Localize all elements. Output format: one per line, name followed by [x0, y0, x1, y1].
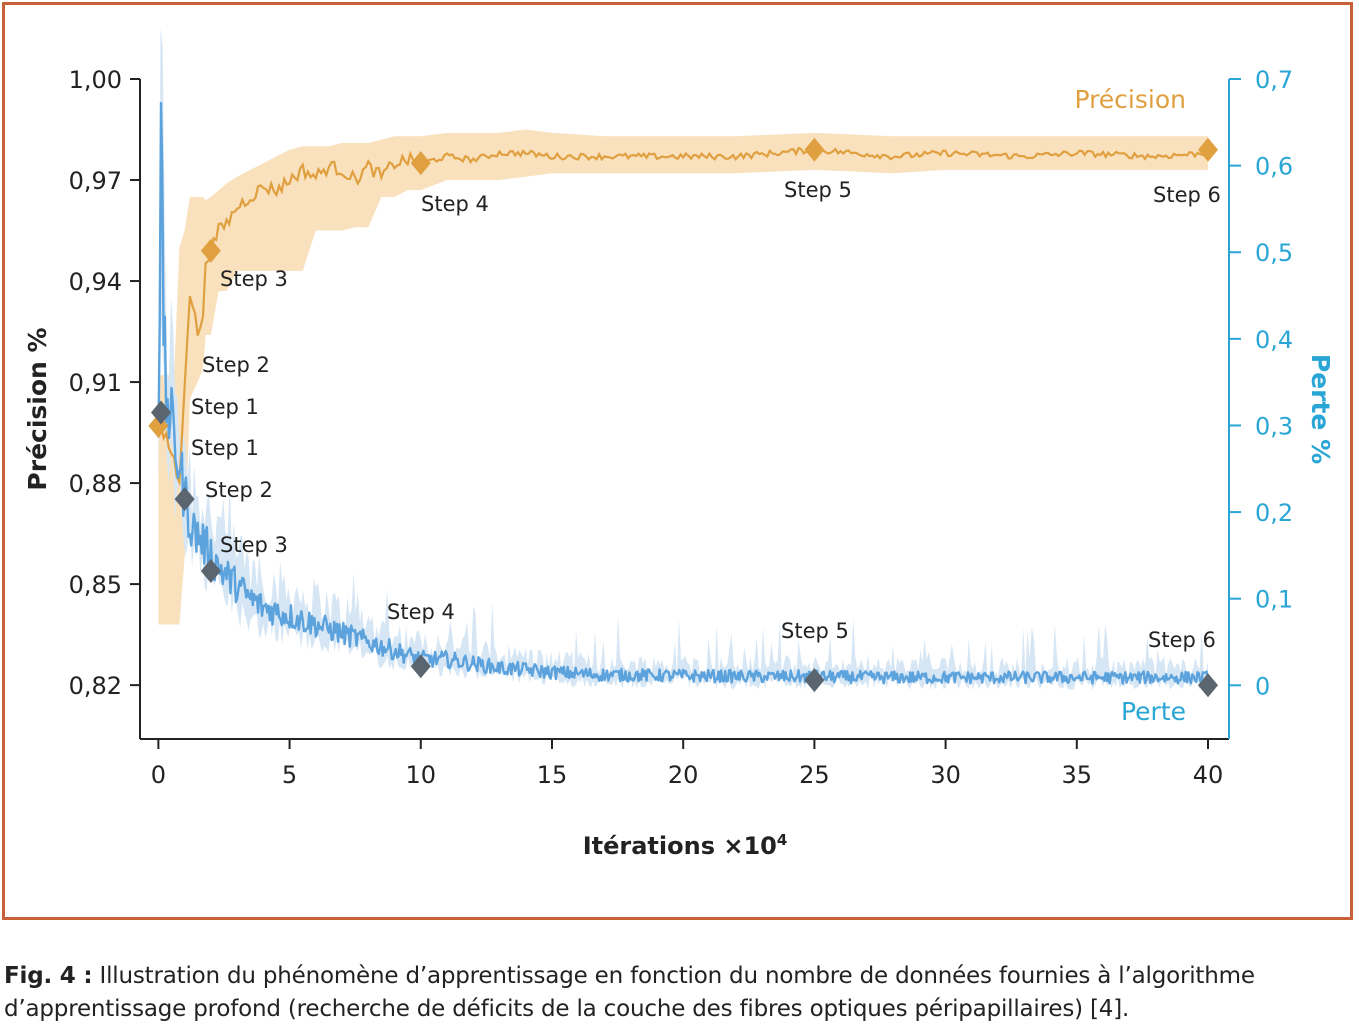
x-tick-label: 25	[799, 761, 830, 789]
y-right-tick-label: 0,7	[1255, 66, 1293, 94]
caption-label: Fig. 4 :	[4, 963, 93, 989]
loss-step-label: Step 5	[781, 619, 849, 643]
loss-marker	[804, 668, 825, 693]
text-labels: 0 5 10 15 20 25 30 35 401,000,970,940,910,880,85…	[23, 66, 1335, 860]
precision-marker	[200, 238, 221, 263]
loss-band	[158, 28, 1208, 690]
loss-marker	[200, 558, 221, 583]
x-tick-label: 40	[1193, 761, 1224, 789]
loss-step-label: Step 2	[205, 478, 273, 502]
step-markers	[148, 137, 1219, 698]
y-right-tick-label: 0,5	[1255, 239, 1293, 267]
axes	[130, 78, 1241, 749]
loss-marker	[150, 400, 171, 425]
loss-step-label: Step 3	[220, 533, 288, 557]
y-left-tick-label: 0,88	[69, 470, 122, 498]
loss-marker	[174, 487, 195, 512]
legend-loss: Perte	[1121, 697, 1186, 726]
y-left-tick-label: 1,00	[69, 66, 122, 94]
loss-line	[157, 101, 1210, 685]
y-right-tick-label: 0	[1255, 672, 1270, 700]
x-axis-title: Itérations ×104	[583, 831, 788, 860]
x-tick-label: 10	[406, 761, 437, 789]
precision-step-label: Step 1	[191, 436, 259, 460]
caption-text: Illustration du phénomène d’apprentissag…	[4, 963, 1255, 1022]
precision-band	[158, 129, 1208, 625]
x-tick-label: 20	[668, 761, 699, 789]
legend-precision: Précision	[1074, 85, 1186, 114]
chart: 0 5 10 15 20 25 30 35 401,000,970,940,910,880,85…	[23, 28, 1335, 860]
y-right-tick-label: 0,1	[1255, 586, 1293, 614]
y-right-tick-label: 0,2	[1255, 499, 1293, 527]
precision-step-label: Step 2	[202, 353, 270, 377]
y-left-tick-label: 0,97	[69, 167, 122, 195]
y-left-tick-label: 0,85	[69, 571, 122, 599]
y-left-tick-label: 0,94	[69, 268, 122, 296]
y-left-tick-label: 0,82	[69, 672, 122, 700]
precision-line	[157, 146, 1206, 487]
precision-step-label: Step 3	[220, 267, 288, 291]
loss-step-label: Step 1	[191, 395, 259, 419]
loss-marker	[1198, 673, 1219, 698]
precision-step-label: Step 4	[421, 192, 489, 216]
x-tick-label: 15	[537, 761, 568, 789]
y-right-tick-label: 0,4	[1255, 326, 1293, 354]
y-right-tick-label: 0,3	[1255, 412, 1293, 440]
y-left-axis-title: Précision %	[23, 327, 52, 490]
series-lines	[157, 101, 1210, 685]
figure-caption: Fig. 4 : Illustration du phénomène d’app…	[4, 960, 1356, 1026]
y-right-tick-label: 0,6	[1255, 153, 1293, 181]
precision-marker	[410, 151, 431, 176]
y-left-tick-label: 0,91	[69, 369, 122, 397]
confidence-bands	[158, 28, 1208, 690]
x-tick-label: 5	[282, 761, 297, 789]
x-tick-label: 0	[151, 761, 166, 789]
precision-marker	[804, 137, 825, 162]
loss-step-label: Step 4	[387, 600, 455, 624]
loss-marker	[410, 654, 431, 679]
precision-step-label: Step 6	[1153, 183, 1221, 207]
loss-step-label: Step 6	[1148, 628, 1216, 652]
precision-step-label: Step 5	[784, 178, 852, 202]
y-right-axis-title: Perte %	[1306, 354, 1335, 464]
x-tick-label: 30	[930, 761, 961, 789]
x-axis-title-superscript: 4	[777, 831, 787, 849]
precision-marker	[1198, 137, 1219, 162]
x-tick-label: 35	[1062, 761, 1093, 789]
